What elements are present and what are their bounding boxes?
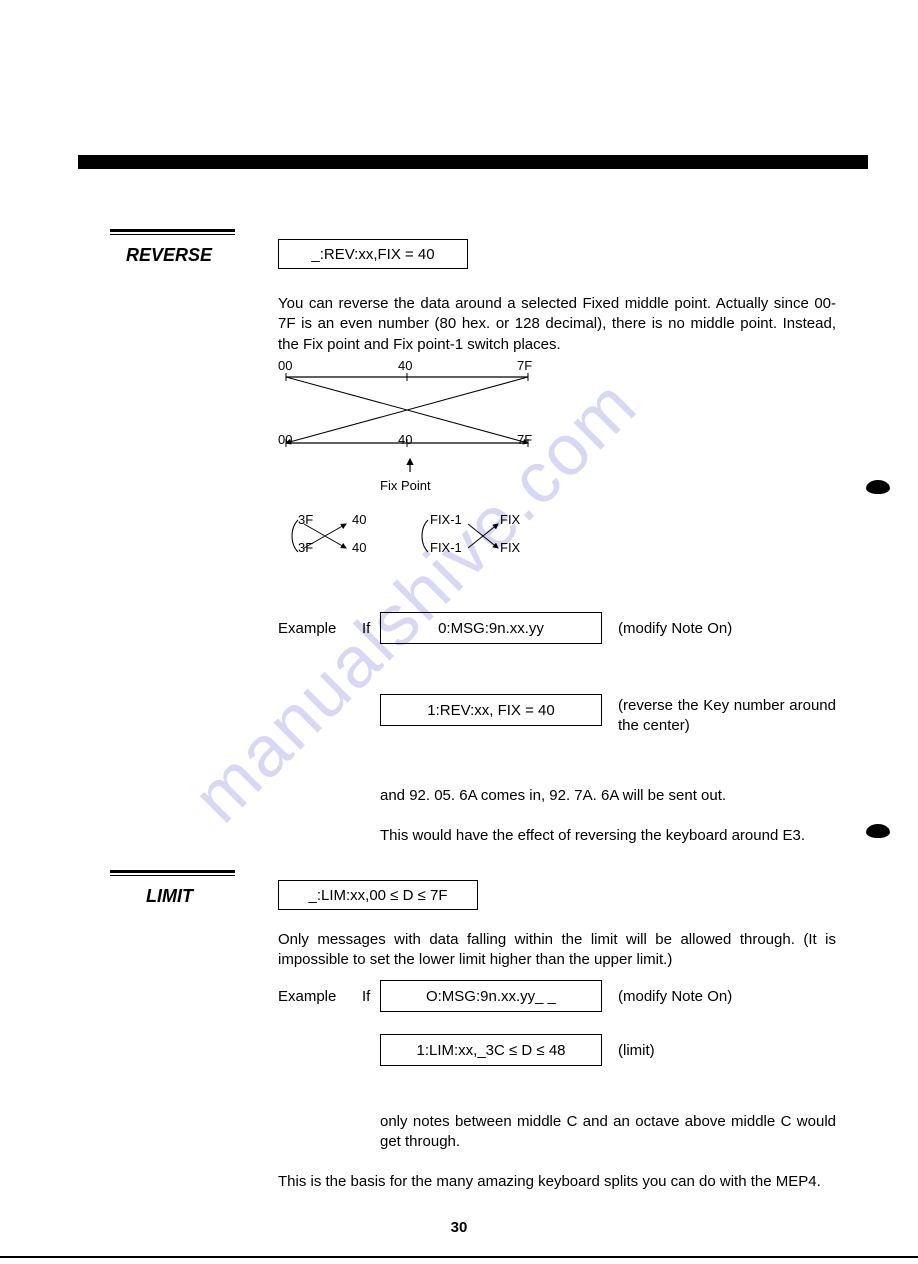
reverse-title: REVERSE [126,245,212,266]
diag-top-40: 40 [398,358,412,373]
reverse-para2: and 92. 05. 6A comes in, 92. 7A. 6A will… [380,786,836,806]
diag-bot-00: 00 [278,432,292,447]
fix-point-label: Fix Point [380,478,431,493]
c2-rt: FIX [500,512,520,527]
limit-para3: This is the basis for the many amazing k… [278,1172,836,1192]
limit-ex2-text: 1:LIM:xx,_3C ≤ D ≤ 48 [416,1042,565,1059]
limit-ex1-note: (modify Note On) [618,988,732,1005]
reverse-para3: This would have the effect of reversing … [380,826,836,846]
header-bar [78,155,868,169]
c1-lt: 3F [298,512,313,527]
limit-para: Only messages with data falling within t… [278,930,836,971]
reverse-cmd-box: _:REV:xx,FIX = 40 [278,239,468,269]
diag-top-7f: 7F [517,358,532,373]
reverse-ex1-note: (modify Note On) [618,620,732,637]
limit-ex1-text: O:MSG:9n.xx.yy_ _ [426,988,556,1005]
reverse-rule-top [110,229,235,232]
limit-ex2-box: 1:LIM:xx,_3C ≤ D ≤ 48 [380,1034,602,1066]
limit-if-label: If [362,988,370,1005]
limit-ex2-note: (limit) [618,1042,655,1059]
page-number: 30 [0,1219,918,1236]
bottom-rule [0,1256,918,1258]
diag-bot-40: 40 [398,432,412,447]
reverse-rule-bot [110,234,235,235]
ink-blob-2 [866,824,890,838]
reverse-para: You can reverse the data around a select… [278,294,836,355]
c1-rb: 40 [352,540,366,555]
reverse-if-label: If [362,620,370,637]
c2-lt: FIX-1 [430,512,462,527]
reverse-ex2-text: 1:REV:xx, FIX = 40 [427,702,554,719]
reverse-ex1-box: 0:MSG:9n.xx.yy [380,612,602,644]
reverse-ex2-box: 1:REV:xx, FIX = 40 [380,694,602,726]
limit-title: LIMIT [146,886,193,907]
diag-bot-7f: 7F [517,432,532,447]
limit-rule-top [110,870,235,873]
c1-rt: 40 [352,512,366,527]
limit-example-label: Example [278,988,336,1005]
limit-rule-bot [110,875,235,876]
reverse-cmd-text: _:REV:xx,FIX = 40 [311,246,434,263]
reverse-ex2-note: (reverse the Key number around the cente… [618,696,836,737]
ink-blob-1 [866,480,890,494]
c2-lb: FIX-1 [430,540,462,555]
c1-lb: 3F [298,540,313,555]
limit-cmd-box: _:LIM:xx,00 ≤ D ≤ 7F [278,880,478,910]
reverse-example-label: Example [278,620,336,637]
diag-top-00: 00 [278,358,292,373]
limit-cmd-text: _:LIM:xx,00 ≤ D ≤ 7F [308,887,447,904]
c2-rb: FIX [500,540,520,555]
limit-ex1-box: O:MSG:9n.xx.yy_ _ [380,980,602,1012]
limit-para2: only notes between middle C and an octav… [380,1112,836,1153]
reverse-ex1-text: 0:MSG:9n.xx.yy [438,620,544,637]
fix-point-arrow [405,456,415,474]
